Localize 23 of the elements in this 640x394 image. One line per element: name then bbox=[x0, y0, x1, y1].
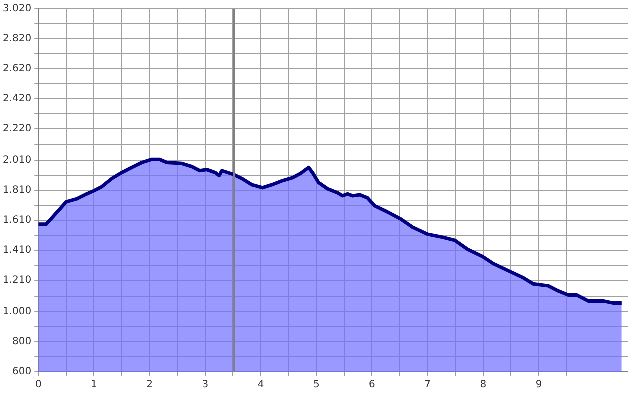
y-tick-label: 1.000 bbox=[2, 306, 32, 318]
y-tick-label: 1.410 bbox=[2, 245, 32, 256]
y-tick-label: 2.620 bbox=[2, 64, 32, 75]
y-tick-label: 1.810 bbox=[2, 185, 32, 196]
x-tick-label: 9 bbox=[536, 380, 542, 391]
y-tick-label: 1.210 bbox=[2, 275, 32, 286]
y-tick-label: 2.420 bbox=[2, 94, 32, 105]
x-tick-label: 2 bbox=[146, 380, 154, 391]
y-tick-label: 2.010 bbox=[2, 155, 32, 166]
y-tick-label: 3.020 bbox=[2, 4, 32, 15]
x-tick-label: 3 bbox=[202, 380, 209, 391]
x-tick-label: 1 bbox=[91, 380, 98, 391]
y-tick-label: 1.610 bbox=[2, 215, 32, 226]
y-tick-label: 2.820 bbox=[2, 34, 32, 45]
x-tick-label: 4 bbox=[258, 380, 264, 391]
y-tick-label: 2.220 bbox=[2, 124, 32, 135]
y-tick-label: 600 bbox=[12, 366, 32, 378]
x-tick-label: 6 bbox=[369, 380, 376, 391]
x-tick-label: 5 bbox=[313, 380, 320, 391]
x-tick-label: 7 bbox=[424, 380, 432, 391]
x-tick-label: 0 bbox=[35, 380, 42, 391]
y-tick-label: 800 bbox=[12, 336, 32, 348]
x-tick-label: 8 bbox=[480, 380, 487, 391]
